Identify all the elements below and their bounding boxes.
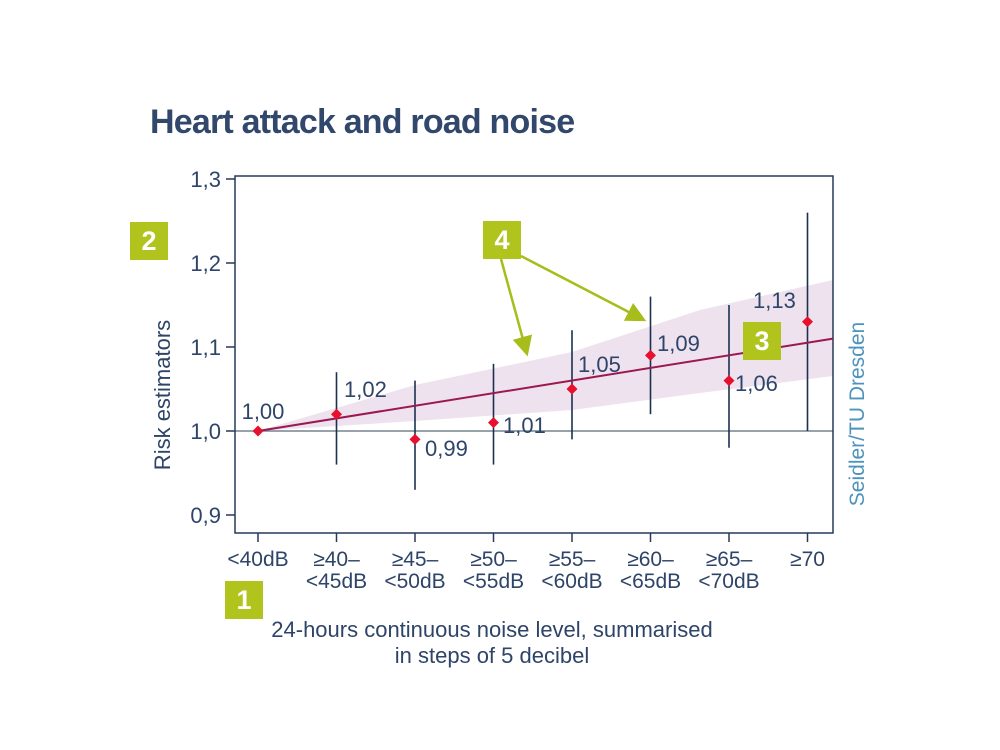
x-tick-label: ≥50– (470, 548, 517, 571)
x-tick-label: <60dB (541, 570, 602, 593)
data-point (802, 316, 813, 328)
data-point (488, 417, 499, 429)
point-labels: 1,00 1,02 0,99 1,01 1,05 1,09 1,06 1,13 (242, 288, 796, 461)
x-tick-label: ≥60– (627, 548, 674, 571)
x-tick-label: <70dB (698, 570, 759, 593)
point-value-label: 1,00 (242, 399, 285, 424)
y-tick-label: 1,2 (190, 251, 221, 276)
point-value-label: 0,99 (425, 436, 468, 461)
data-point (645, 349, 656, 361)
x-tick-label: ≥40– (313, 548, 360, 571)
point-value-label: 1,02 (344, 377, 387, 402)
point-value-label: 1,01 (503, 413, 546, 438)
data-point (409, 433, 421, 445)
x-tick-label: <50dB (384, 570, 445, 593)
data-point (331, 408, 342, 420)
y-tick-label: 0,9 (190, 503, 221, 528)
x-axis-title-line-1: 24-hours continuous noise level, summari… (271, 617, 713, 642)
trend-line (257, 337, 834, 432)
y-axis-ticks: 0,9 1,0 1,1 1,2 1,3 (190, 167, 235, 528)
x-axis-title: 24-hours continuous noise level, summari… (192, 617, 792, 669)
x-axis-title-line-2: in steps of 5 decibel (394, 643, 590, 668)
annotation-badge-3: 3 (743, 322, 781, 360)
data-points (252, 316, 813, 445)
annotation-badge-4: 4 (483, 221, 521, 259)
chart-title: Heart attack and road noise (150, 103, 575, 141)
x-tick-label: <55dB (463, 570, 524, 593)
y-tick-label: 1,0 (190, 419, 221, 444)
y-axis-title: Risk estimators (150, 319, 175, 471)
point-value-label: 1,09 (657, 331, 700, 356)
y-tick-label: 1,3 (190, 167, 221, 192)
data-point (252, 425, 264, 437)
x-tick-label: <45dB (306, 570, 367, 593)
y-tick-label: 1,1 (190, 335, 221, 360)
credit-text: Seidler/TU Dresden (846, 321, 869, 507)
annotation-arrow (499, 258, 533, 357)
x-tick-label: ≥45– (392, 548, 439, 571)
point-value-label: 1,06 (735, 371, 778, 396)
x-tick-label: <65dB (620, 570, 681, 593)
data-point (566, 383, 578, 395)
x-axis-ticks: <40dB ≥40–<45dB ≥45–<50dB ≥50–<55dB ≥55–<60d… (227, 533, 825, 593)
x-tick-label: ≥70 (790, 548, 825, 571)
point-value-label: 1,13 (753, 288, 796, 313)
annotation-arrow (520, 254, 647, 322)
x-tick-label: <40dB (227, 548, 288, 571)
data-point (723, 375, 735, 387)
plot-border (234, 175, 834, 534)
annotation-badge-1: 1 (225, 581, 263, 619)
x-tick-label: ≥55– (549, 548, 596, 571)
x-tick-label: ≥65– (706, 548, 753, 571)
annotation-arrows (499, 254, 647, 357)
annotation-badge-2: 2 (130, 222, 168, 260)
confidence-band (258, 280, 833, 431)
point-value-label: 1,05 (578, 352, 621, 377)
